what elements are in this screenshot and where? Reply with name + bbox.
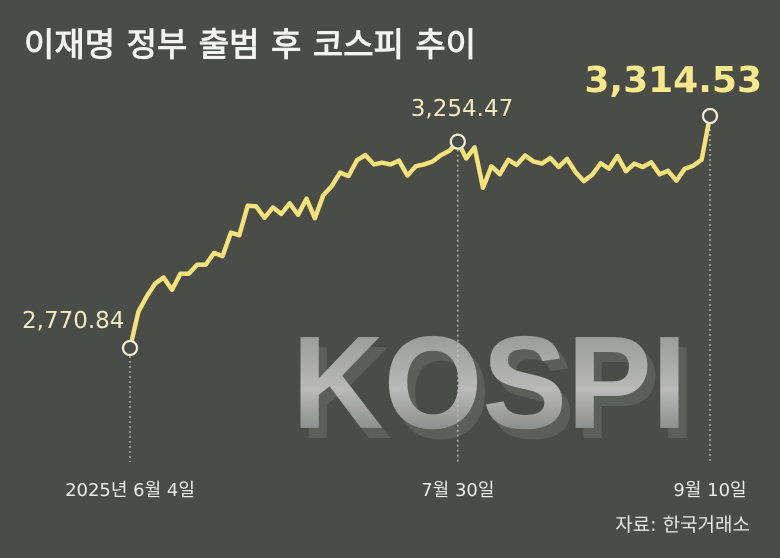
data-label-1: 2,770.84 <box>22 308 124 334</box>
data-label-3: 3,314.53 <box>584 60 762 101</box>
x-tick-label-3: 9월 10일 <box>673 480 746 501</box>
data-point-marker-1 <box>121 339 139 357</box>
kospi-line <box>127 113 713 351</box>
x-tick-label-2: 7월 30일 <box>421 480 494 501</box>
watermark-kospi: KOSPI <box>292 309 687 456</box>
x-tick-label-1: 2025년 6월 4일 <box>65 480 195 501</box>
chart-title: 이재명 정부 출범 후 코스피 추이 <box>24 25 477 64</box>
data-point-marker-3 <box>701 107 719 125</box>
data-label-2: 3,254.47 <box>411 96 513 122</box>
source-note: 자료: 한국거래소 <box>615 514 750 536</box>
data-point-marker-2 <box>449 133 466 150</box>
watermark-shadow: KOSPI <box>300 319 695 466</box>
